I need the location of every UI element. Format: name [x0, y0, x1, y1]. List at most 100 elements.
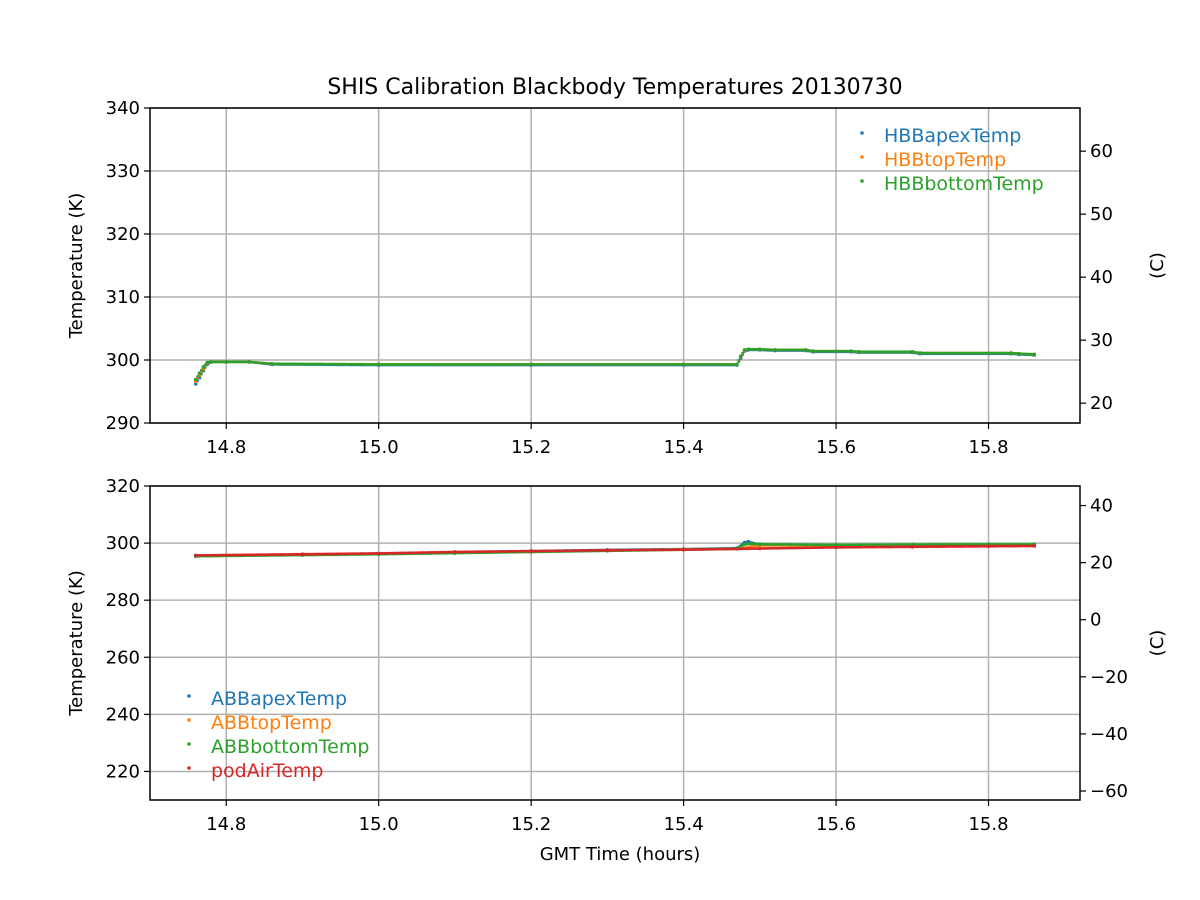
data-point — [200, 368, 203, 372]
data-point — [840, 545, 844, 549]
data-point — [268, 553, 272, 556]
data-point — [997, 544, 1000, 548]
legend-label: ABBtopTemp — [211, 712, 332, 734]
data-point — [724, 547, 728, 551]
data-point — [288, 362, 292, 366]
data-point — [1028, 544, 1032, 548]
data-point — [696, 548, 700, 551]
data-point — [539, 363, 543, 366]
data-point — [413, 551, 417, 555]
data-point — [561, 363, 565, 366]
data-point — [393, 551, 397, 555]
data-point — [878, 543, 882, 547]
data-point — [804, 543, 808, 546]
x-tick-label: 15.0 — [359, 814, 399, 835]
data-point — [393, 363, 397, 366]
series-HBBapexTemp — [193, 348, 1037, 386]
x-tick-label: 15.8 — [968, 437, 1008, 458]
y-tick-label: 300 — [106, 350, 140, 371]
data-point — [521, 549, 525, 553]
data-point — [804, 546, 808, 550]
data-point — [681, 547, 686, 552]
data-point — [800, 543, 804, 546]
x-tick-label: 15.6 — [816, 814, 856, 835]
data-point — [419, 551, 423, 554]
data-point — [278, 362, 282, 366]
data-point — [860, 545, 864, 549]
data-point — [300, 362, 304, 366]
data-point — [337, 552, 340, 556]
data-point — [206, 553, 210, 557]
data-point — [717, 363, 721, 366]
data-point — [573, 363, 577, 366]
data-point — [738, 547, 742, 551]
data-point — [844, 545, 848, 549]
data-point — [475, 550, 479, 554]
data-point — [499, 550, 503, 553]
data-point — [940, 351, 944, 355]
data-point — [557, 549, 561, 553]
data-point — [381, 551, 385, 555]
data-point — [297, 552, 300, 556]
data-point — [896, 543, 900, 546]
data-point — [423, 363, 427, 366]
x-tick-label: 15.6 — [816, 437, 856, 458]
data-point — [376, 551, 381, 556]
data-point — [926, 545, 930, 549]
data-point — [884, 543, 888, 547]
data-point — [914, 545, 918, 549]
data-point — [792, 543, 796, 546]
data-point — [298, 362, 302, 366]
data-point — [447, 363, 451, 366]
data-point — [264, 361, 268, 365]
data-point — [920, 543, 924, 546]
data-point — [862, 543, 866, 547]
data-point — [409, 363, 413, 366]
data-point — [703, 363, 707, 366]
data-point — [963, 545, 966, 548]
data-point — [922, 543, 926, 546]
data-point — [634, 548, 637, 552]
data-point — [376, 362, 381, 367]
data-point — [509, 549, 513, 553]
data-point — [1010, 544, 1014, 548]
data-point — [664, 548, 667, 552]
legend: ABBapexTempABBtopTempABBbottomTemppodAir… — [187, 688, 369, 782]
data-point — [611, 363, 615, 366]
data-point — [834, 543, 838, 547]
data-point — [567, 549, 571, 553]
data-point — [280, 362, 284, 366]
data-point — [942, 545, 946, 548]
data-point — [238, 553, 242, 557]
data-point — [593, 548, 597, 552]
data-point — [840, 543, 844, 547]
data-point — [979, 544, 982, 548]
data-point — [638, 548, 641, 552]
data-point — [407, 363, 411, 366]
data-point — [644, 363, 647, 366]
data-point — [465, 363, 469, 366]
data-point — [777, 348, 781, 352]
data-point — [628, 363, 631, 366]
data-point — [361, 362, 364, 366]
data-point — [214, 553, 218, 557]
data-point — [345, 362, 348, 366]
data-point — [936, 543, 940, 546]
data-point — [854, 545, 858, 549]
data-point — [1001, 544, 1004, 548]
x-tick-label: 15.2 — [511, 814, 551, 835]
data-point — [964, 351, 968, 355]
data-point — [306, 362, 310, 366]
data-point — [545, 549, 549, 553]
data-point — [774, 546, 778, 550]
data-point — [365, 362, 369, 366]
data-point — [740, 547, 744, 551]
data-point — [337, 362, 340, 366]
data-point — [654, 548, 657, 552]
data-point — [715, 363, 719, 366]
data-point — [694, 548, 698, 551]
data-point — [618, 363, 621, 366]
data-point — [999, 544, 1002, 548]
data-point — [305, 552, 308, 556]
data-point — [813, 349, 817, 353]
